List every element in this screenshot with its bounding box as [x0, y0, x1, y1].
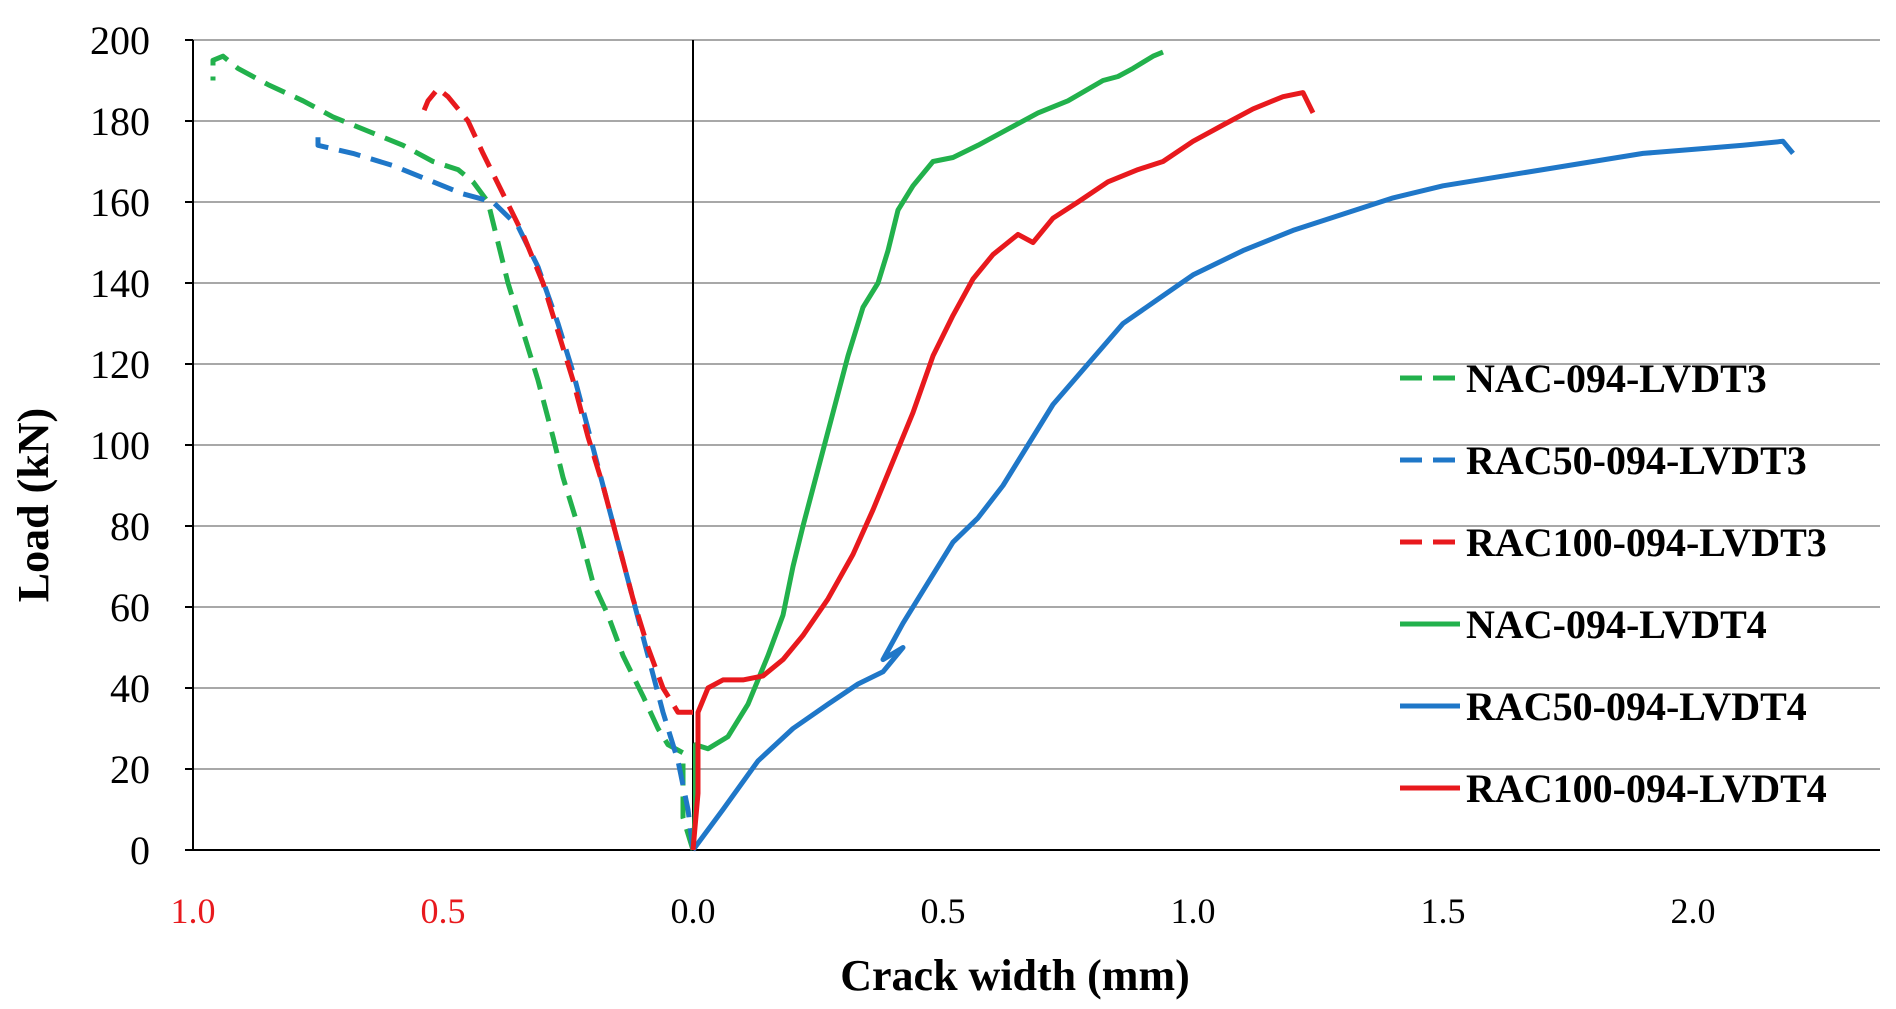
y-axis-title: Load (kN): [9, 408, 58, 602]
series-line-rac100-094-lvdt4: [690, 90, 1316, 851]
x-tick-label-left: 0.5: [421, 891, 466, 931]
series-line-rac100-094-lvdt3: [420, 86, 693, 715]
series-line-rac50-094-lvdt4: [690, 138, 1795, 852]
y-tick-label: 80: [110, 504, 150, 549]
legend-label: NAC-094-LVDT3: [1466, 356, 1767, 401]
y-tick-label: 200: [90, 18, 150, 63]
y-tick-label: 140: [90, 261, 150, 306]
series-line-rac50-094-lvdt3: [315, 137, 696, 851]
y-tick-label: 100: [90, 423, 150, 468]
horizontal-gridlines: [193, 39, 1880, 770]
y-tick-labels: 0 20 40 60 80 100 120 140 160 180 200: [90, 18, 150, 873]
series-layer: [210, 49, 1795, 852]
axes: [185, 39, 1880, 851]
legend-label: RAC100-094-LVDT3: [1466, 520, 1827, 565]
series-line-nac-094-lvdt4: [690, 49, 1164, 851]
legend-label: NAC-094-LVDT4: [1466, 602, 1767, 647]
x-tick-label-left: 1.0: [171, 891, 216, 931]
y-tick-label: 60: [110, 585, 150, 630]
y-tick-label: 40: [110, 666, 150, 711]
legend-label: RAC50-094-LVDT3: [1466, 438, 1807, 483]
y-tick-label: 160: [90, 180, 150, 225]
x-tick-labels: 1.0 0.5 0.0 0.5 1.0 1.5 2.0: [171, 891, 1716, 931]
x-tick-label-right: 0.5: [921, 891, 966, 931]
x-axis-title: Crack width (mm): [840, 951, 1190, 1000]
legend-label: RAC100-094-LVDT4: [1466, 766, 1827, 811]
legend-label: RAC50-094-LVDT4: [1466, 684, 1807, 729]
x-tick-label-right: 0.0: [671, 891, 716, 931]
y-tick-label: 0: [130, 828, 150, 873]
x-tick-label-right: 1.5: [1421, 891, 1466, 931]
y-tick-label: 20: [110, 747, 150, 792]
x-tick-label-right: 2.0: [1671, 891, 1716, 931]
y-tick-label: 180: [90, 99, 150, 144]
series-line-nac-094-lvdt3: [210, 53, 696, 851]
x-tick-label-right: 1.0: [1171, 891, 1216, 931]
y-tick-label: 120: [90, 342, 150, 387]
legend: NAC-094-LVDT3 RAC50-094-LVDT3 RAC100-094-L…: [1400, 356, 1827, 811]
